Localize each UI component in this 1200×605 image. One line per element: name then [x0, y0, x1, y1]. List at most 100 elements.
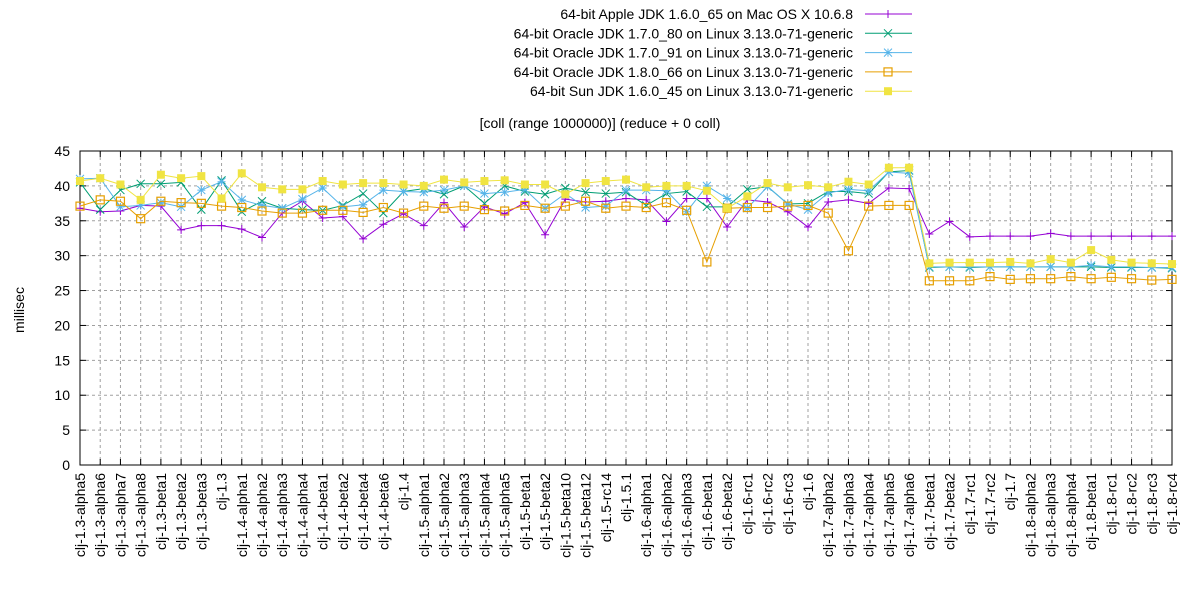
data-point: [359, 179, 368, 188]
data-point: [257, 206, 267, 216]
data-point: [1147, 263, 1157, 272]
data-point: [378, 185, 388, 195]
data-point: [1106, 272, 1116, 282]
grid: [80, 151, 1172, 465]
x-tick-label: clj-1.3-beta3: [193, 473, 209, 550]
data-point: [581, 179, 590, 188]
data-point: [237, 169, 246, 178]
data-point: [945, 217, 954, 226]
x-tick-label: clj-1.5-alpha3: [456, 473, 472, 557]
data-point: [742, 202, 752, 213]
data-point: [824, 183, 833, 192]
data-point: [480, 189, 489, 198]
x-tick-label: clj-1.7-alpha6: [901, 473, 917, 557]
data-point: [1087, 232, 1096, 241]
data-point: [702, 186, 711, 195]
data-point: [743, 192, 752, 201]
y-tick-label: 10: [54, 387, 70, 403]
data-point: [581, 203, 590, 212]
data-point: [1086, 261, 1096, 270]
y-axis-label: millisec: [11, 287, 27, 333]
data-point: [783, 207, 792, 216]
data-point: [1147, 232, 1156, 241]
data-point: [298, 185, 307, 194]
data-point: [76, 177, 84, 186]
series-5: [76, 163, 1176, 269]
x-tick-label: clj-1.6-alpha2: [658, 473, 674, 557]
x-tick-label: clj-1.6-rc3: [780, 473, 796, 535]
legend-marker: [883, 28, 893, 38]
data-point: [258, 183, 266, 192]
data-point: [601, 189, 611, 198]
x-tick-label: clj-1.8-beta1: [1083, 473, 1099, 550]
data-point: [783, 199, 793, 209]
data-point: [803, 200, 813, 211]
data-point: [541, 180, 550, 189]
data-point: [783, 183, 792, 192]
data-point: [379, 179, 388, 188]
data-point: [723, 204, 732, 213]
y-tick-label: 0: [62, 457, 70, 473]
x-tick-label: clj-1.6-beta1: [699, 473, 715, 550]
data-point: [318, 205, 328, 215]
data-point: [480, 177, 489, 186]
x-tick-label: clj-1.6-rc2: [760, 473, 776, 535]
data-point: [965, 258, 974, 267]
data-point: [560, 201, 570, 211]
data-point: [237, 195, 247, 205]
data-point: [338, 180, 347, 189]
x-tick-label: clj-1.3-alpha8: [133, 473, 149, 557]
data-point: [722, 194, 732, 203]
data-point: [581, 187, 590, 197]
y-tick-label: 25: [54, 283, 70, 299]
data-point: [601, 203, 611, 213]
data-point: [257, 201, 267, 210]
data-point: [399, 180, 408, 189]
data-point: [884, 183, 893, 192]
x-tick-label: clj-1.7-beta2: [942, 473, 958, 550]
data-point: [76, 204, 84, 213]
data-point: [742, 185, 752, 194]
data-point: [1127, 262, 1136, 272]
x-tick-label: clj-1.5-alpha2: [436, 473, 452, 557]
legend-marker: [884, 10, 892, 18]
x-tick-label: clj-1.5-alpha1: [416, 473, 432, 557]
y-tick-label: 30: [54, 248, 70, 264]
data-point: [884, 200, 894, 211]
data-point: [540, 189, 550, 199]
data-point: [1147, 259, 1156, 268]
y-tick-label: 15: [54, 352, 70, 368]
data-point: [297, 208, 308, 218]
x-tick-label: clj-1.8-rc1: [1103, 473, 1119, 535]
data-point: [1127, 232, 1136, 241]
data-point: [702, 257, 712, 267]
data-point: [642, 195, 651, 204]
data-point: [177, 225, 186, 234]
x-tick-label: clj-1.8-rc3: [1144, 473, 1160, 535]
data-point: [318, 183, 328, 193]
data-point: [95, 205, 105, 214]
data-point: [358, 200, 368, 210]
plot-border: [79, 150, 1173, 466]
data-point: [642, 183, 651, 192]
x-tick-label: clj-1.5-beta12: [578, 473, 594, 558]
data-point: [217, 194, 226, 203]
data-point: [257, 196, 267, 206]
x-tick-label: clj-1.4-beta6: [375, 473, 391, 550]
data-point: [601, 201, 611, 211]
data-point: [925, 230, 934, 239]
data-point: [641, 202, 651, 213]
data-point: [682, 181, 691, 190]
data-point: [439, 203, 449, 213]
data-point: [1046, 255, 1055, 264]
data-point: [440, 198, 448, 207]
data-point: [804, 223, 812, 232]
data-point: [1046, 262, 1056, 272]
data-point: [662, 186, 671, 196]
data-point: [723, 223, 732, 232]
data-point: [197, 221, 206, 230]
data-point: [985, 262, 995, 272]
data-point: [1046, 274, 1056, 284]
x-tick-label: clj-1.8-alpha2: [1022, 473, 1038, 557]
data-point: [115, 196, 126, 206]
